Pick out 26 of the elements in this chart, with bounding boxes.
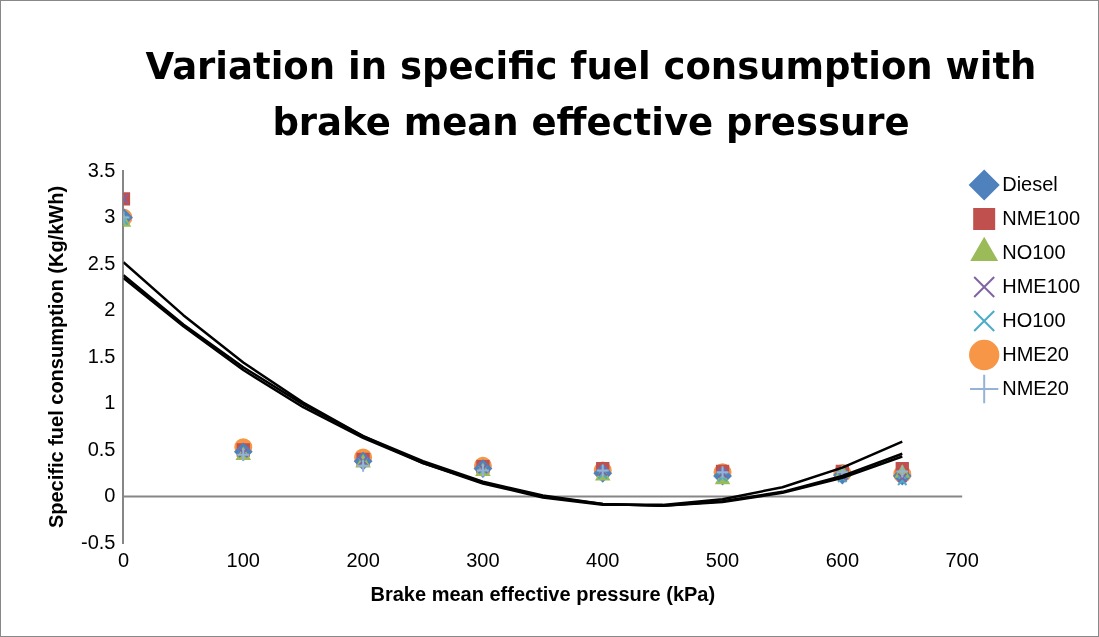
y-tick-label: 2.5 <box>87 251 116 274</box>
chart-title: Variation in specific fuel consumption with brake mean effective pressure <box>144 44 1038 146</box>
x-tick-label: 500 <box>705 548 740 571</box>
legend-label: HME100 <box>1002 274 1080 297</box>
legend-label: NO100 <box>1002 240 1066 263</box>
y-tick-label: 2 <box>104 298 116 321</box>
y-tick-label: 1.5 <box>87 344 116 367</box>
legend-label: HME20 <box>1002 342 1069 365</box>
legend-label: NME20 <box>1002 376 1069 399</box>
y-tick-label: 0.5 <box>87 437 116 460</box>
y-axis-title: Specific fuel consumption (Kg/kWh) <box>44 185 67 529</box>
legend-label: HO100 <box>1002 308 1066 331</box>
y-tick-label: 3 <box>104 205 116 228</box>
x-tick-label: 300 <box>466 548 500 571</box>
x-tick-label: 100 <box>226 548 260 571</box>
legend-label: Diesel <box>1002 172 1058 195</box>
x-tick-label: 400 <box>586 548 620 571</box>
y-tick-label: 1 <box>104 391 116 414</box>
legend-label: NME100 <box>1002 206 1080 229</box>
x-tick-label: 600 <box>825 548 860 571</box>
y-tick-label: 3.5 <box>87 158 116 181</box>
x-axis-title: Brake mean effective pressure (kPa) <box>370 582 716 605</box>
x-tick-label: 200 <box>346 548 380 571</box>
y-tick-label: -0.5 <box>80 530 116 553</box>
x-tick-label: 700 <box>945 548 979 571</box>
y-tick-label: 0 <box>104 484 116 507</box>
